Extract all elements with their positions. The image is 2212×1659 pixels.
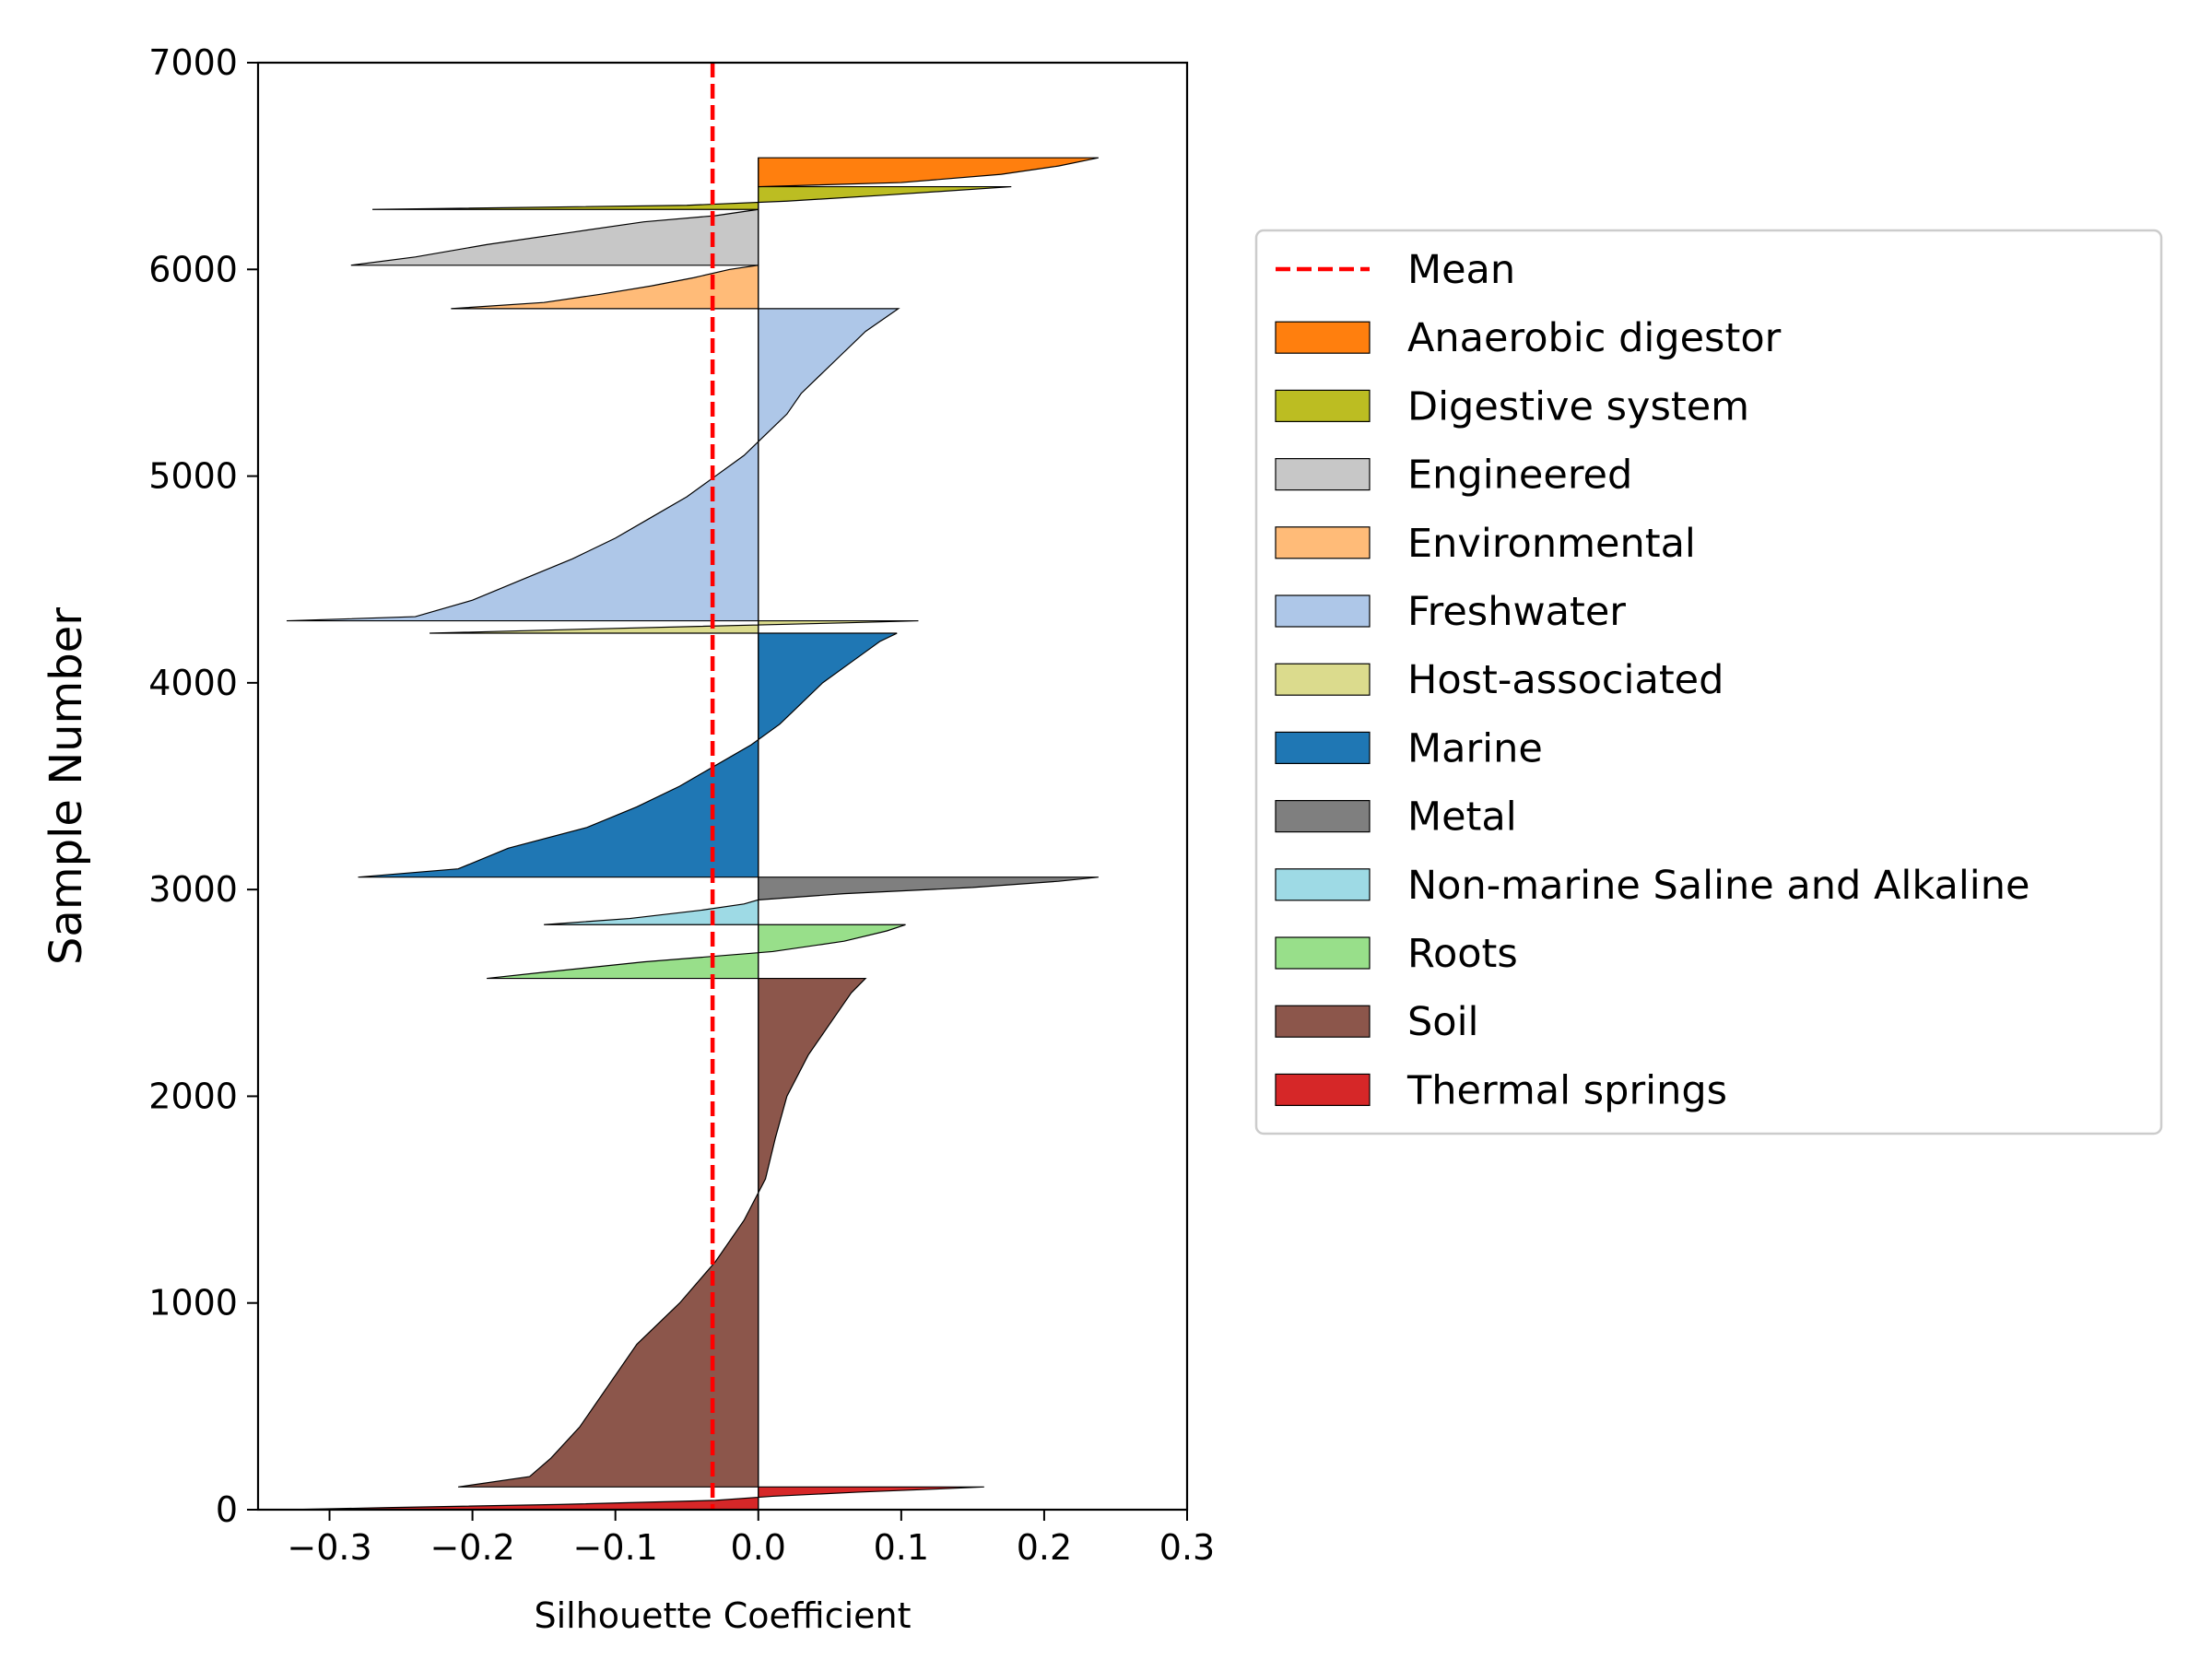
legend-items: Mean Anaerobic digestor Digestive system En… [1275, 247, 2030, 1113]
x-axis: −0.3 −0.2 −0.1 0.0 0.1 0.2 0.3 [287, 1510, 1215, 1568]
legend-swatch-metal [1275, 799, 1371, 833]
legend-swatch-environmental [1275, 526, 1371, 559]
legend-swatch-thermal-springs [1275, 1073, 1371, 1107]
legend-label-soil: Soil [1407, 999, 1479, 1045]
x-tick-label: 0.2 [1017, 1527, 1072, 1568]
series-band-marine [358, 632, 898, 878]
y-tick-label: 5000 [148, 456, 238, 497]
y-tick-label: 7000 [148, 42, 238, 83]
y-axis-label: Sample Number [41, 607, 92, 965]
x-tick-label: 0.3 [1159, 1527, 1215, 1568]
legend-label-digestive-system: Digestive system [1407, 383, 1749, 429]
series-band-freshwater [286, 308, 900, 622]
x-tick-label: −0.1 [573, 1527, 658, 1568]
legend-label-freshwater: Freshwater [1407, 589, 1626, 635]
legend-label-anaerobic-digestor: Anaerobic digestor [1407, 315, 1782, 361]
plot-frame [256, 61, 1189, 1512]
legend-swatch-roots [1275, 936, 1371, 970]
legend-label-metal: Metal [1407, 794, 1517, 841]
legend-swatch-soil [1275, 1005, 1371, 1038]
legend-swatch-marine [1275, 731, 1371, 765]
legend-swatch-engineered [1275, 458, 1371, 491]
legend-label-engineered: Engineered [1407, 453, 1632, 499]
x-tick-label: −0.3 [287, 1527, 371, 1568]
x-tick-label: 0.1 [874, 1527, 929, 1568]
legend-label-environmental: Environmental [1407, 521, 1696, 567]
legend-label-roots: Roots [1407, 931, 1518, 977]
y-tick-label: 6000 [148, 249, 238, 289]
series-band-thermal-springs [287, 1486, 984, 1511]
series-band-soil [458, 977, 867, 1488]
x-tick-label: 0.0 [731, 1527, 786, 1568]
x-tick-label: −0.2 [429, 1527, 514, 1568]
legend-swatch-digestive-system [1275, 389, 1371, 422]
legend-swatch-non-marine-saline-and-alkaline [1275, 868, 1371, 901]
legend-swatch-host-associated [1275, 663, 1371, 696]
y-axis: 0 1000 2000 3000 4000 5000 6000 7000 [148, 42, 258, 1530]
legend-label-host-associated: Host-associated [1407, 657, 1724, 703]
y-tick-label: 3000 [148, 869, 238, 910]
legend-label-thermal-springs: Thermal springs [1406, 1067, 1727, 1113]
legend-swatch-freshwater [1275, 594, 1371, 628]
legend-frame [1254, 229, 2163, 1135]
legend-label-mean: Mean [1407, 247, 1515, 293]
series-band-host-associated [429, 619, 919, 634]
legend-swatch-anaerobic-digestor [1275, 321, 1371, 354]
series-band-engineered [350, 208, 759, 266]
series-band-metal [758, 877, 1099, 901]
legend-label-marine: Marine [1407, 725, 1543, 771]
x-axis-label: Silhouette Coefficient [534, 1595, 911, 1636]
series-band-digestive-system [372, 185, 1012, 210]
y-tick-label: 1000 [148, 1283, 238, 1324]
y-tick-label: 0 [216, 1489, 238, 1530]
legend: Mean Anaerobic digestor Digestive system En… [1254, 229, 2163, 1135]
series-band-anaerobic-digestor [758, 157, 1099, 188]
y-tick-label: 2000 [148, 1076, 238, 1116]
series-band-environmental [451, 265, 759, 310]
series-layer [286, 157, 1099, 1511]
y-tick-label: 4000 [148, 663, 238, 703]
series-band-roots [487, 924, 906, 980]
series-band-non-marine-saline-and-alkaline [544, 899, 759, 925]
legend-label-non-marine-saline-and-alkaline: Non-marine Saline and Alkaline [1407, 863, 2030, 909]
